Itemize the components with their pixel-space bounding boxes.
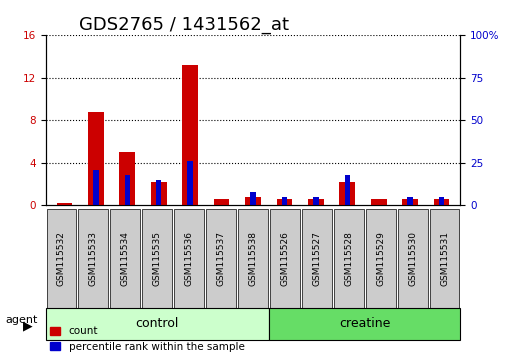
Bar [88,112,104,205]
Text: GSM115530: GSM115530 [407,231,416,286]
Bar [308,199,323,205]
Text: creatine: creatine [338,318,390,330]
Bar [433,199,448,205]
Bar [438,197,443,205]
Text: GSM115536: GSM115536 [184,231,193,286]
Text: GSM115538: GSM115538 [248,231,257,286]
Bar [182,65,197,205]
Bar [57,203,72,205]
Text: GSM115534: GSM115534 [121,231,130,286]
Text: control: control [135,318,179,330]
Bar [244,197,261,205]
Text: GSM115533: GSM115533 [89,231,98,286]
Text: GSM115526: GSM115526 [280,231,289,286]
Bar [187,161,192,205]
Bar [156,180,161,205]
Text: GSM115529: GSM115529 [375,231,384,286]
Bar [407,197,412,205]
Bar [150,182,166,205]
Text: agent: agent [5,315,37,325]
Text: GSM115531: GSM115531 [439,231,448,286]
Bar [124,175,130,205]
Text: GSM115532: GSM115532 [57,231,66,286]
Legend: count, percentile rank within the sample: count, percentile rank within the sample [45,322,248,354]
Bar [93,170,98,205]
Bar [276,199,292,205]
Bar [281,197,287,205]
Text: GSM115528: GSM115528 [343,231,352,286]
Bar [250,192,255,205]
Bar [213,199,229,205]
Text: ▶: ▶ [23,319,32,332]
Text: GSM115537: GSM115537 [216,231,225,286]
Text: GDS2765 / 1431562_at: GDS2765 / 1431562_at [79,16,288,34]
Bar [119,152,135,205]
Bar [313,197,318,205]
Text: GSM115527: GSM115527 [312,231,321,286]
Text: GSM115535: GSM115535 [153,231,162,286]
Bar [344,175,349,205]
Bar [370,199,386,205]
Bar [401,199,417,205]
Bar [339,182,355,205]
